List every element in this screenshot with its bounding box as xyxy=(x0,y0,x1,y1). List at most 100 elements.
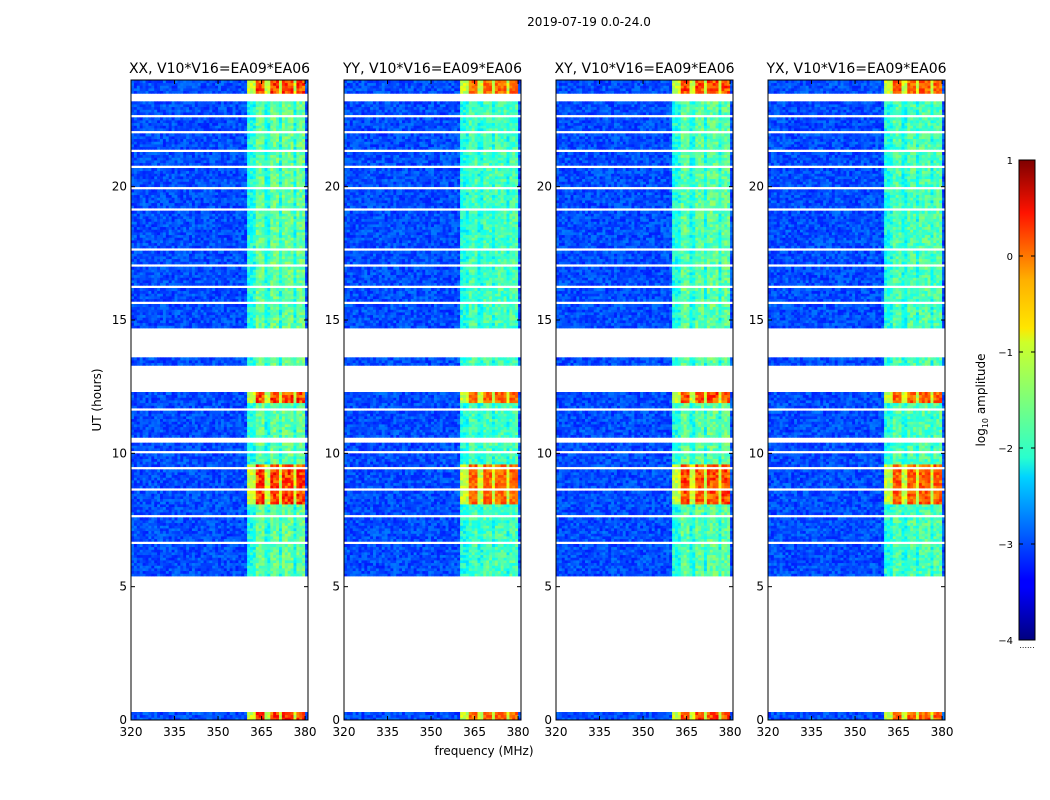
heatmap-cell xyxy=(259,565,262,568)
heatmap-cell xyxy=(299,549,302,552)
heatmap-cell xyxy=(247,539,250,542)
heatmap-cell xyxy=(172,712,175,715)
heatmap-cell xyxy=(206,547,209,550)
heatmap-cell xyxy=(169,712,172,715)
heatmap-cell xyxy=(262,563,265,566)
heatmap-cell xyxy=(201,547,204,550)
heatmap-cell xyxy=(143,715,146,718)
heatmap-cell xyxy=(264,536,267,539)
heatmap-cell xyxy=(146,533,149,536)
heatmap-cell xyxy=(148,573,151,576)
heatmap-cell xyxy=(209,571,212,574)
heatmap-cell xyxy=(238,552,241,555)
heatmap-cell xyxy=(256,547,259,550)
heatmap-cell xyxy=(221,533,224,536)
heatmap-cell xyxy=(247,573,250,576)
heatmap-cell xyxy=(224,568,227,571)
heatmap-cell xyxy=(160,544,163,547)
heatmap-cell xyxy=(195,552,198,555)
heatmap-cell xyxy=(154,533,157,536)
heatmap-cell xyxy=(175,533,178,536)
heatmap-cell xyxy=(206,573,209,576)
heatmap-cell xyxy=(224,533,227,536)
heatmap-cell xyxy=(293,536,296,539)
heatmap-cell xyxy=(177,568,180,571)
heatmap-cell xyxy=(140,544,143,547)
heatmap-cell xyxy=(151,555,154,558)
heatmap-cell xyxy=(279,552,282,555)
heatmap-cell xyxy=(201,557,204,560)
heatmap-cell xyxy=(166,533,169,536)
chart-figure: 2019-07-19 0.0-24.0 XX, V10*V16=EA09*EA0… xyxy=(0,0,1050,800)
heatmap-cell xyxy=(212,536,215,539)
heatmap-cell xyxy=(276,549,279,552)
heatmap-cell xyxy=(221,571,224,574)
heatmap-cell xyxy=(259,547,262,550)
heatmap-cell xyxy=(186,560,189,563)
heatmap-cell xyxy=(279,715,282,718)
heatmap-cell xyxy=(282,539,285,542)
heatmap-cell xyxy=(273,536,276,539)
heatmap-cell xyxy=(192,560,195,563)
heatmap-cell xyxy=(273,565,276,568)
heatmap-cell xyxy=(166,571,169,574)
heatmap-cell xyxy=(241,573,244,576)
heatmap-cell xyxy=(233,549,236,552)
heatmap-cell xyxy=(233,536,236,539)
heatmap-cell xyxy=(154,544,157,547)
heatmap-cell xyxy=(201,544,204,547)
heatmap-cell xyxy=(288,560,291,563)
heatmap-cell xyxy=(206,571,209,574)
heatmap-cell xyxy=(177,552,180,555)
heatmap-cell xyxy=(250,715,253,718)
heatmap-cell xyxy=(282,544,285,547)
heatmap-cell xyxy=(175,544,178,547)
heatmap-cell xyxy=(262,555,265,558)
heatmap-cell xyxy=(189,533,192,536)
heatmap-cell xyxy=(189,563,192,566)
heatmap-cell xyxy=(198,549,201,552)
heatmap-cell xyxy=(140,547,143,550)
heatmap-cell xyxy=(143,560,146,563)
heatmap-cell xyxy=(238,557,241,560)
heatmap-cell xyxy=(212,563,215,566)
heatmap-cell xyxy=(262,568,265,571)
heatmap-cell xyxy=(206,560,209,563)
heatmap-cell xyxy=(148,533,151,536)
heatmap-cell xyxy=(140,560,143,563)
heatmap-cell xyxy=(273,560,276,563)
heatmap-cell xyxy=(250,573,253,576)
heatmap-cell xyxy=(273,571,276,574)
heatmap-cell xyxy=(238,547,241,550)
heatmap-cell xyxy=(250,544,253,547)
heatmap-cell xyxy=(256,536,259,539)
heatmap-cell xyxy=(163,547,166,550)
heatmap-cell xyxy=(282,568,285,571)
heatmap-cell xyxy=(230,552,233,555)
heatmap-cell xyxy=(206,539,209,542)
heatmap-cell xyxy=(285,565,288,568)
heatmap-cell xyxy=(146,560,149,563)
heatmap-cell xyxy=(259,544,262,547)
heatmap-cell xyxy=(215,536,218,539)
heatmap-cell xyxy=(134,712,137,715)
heatmap-cell xyxy=(140,555,143,558)
heatmap-cell xyxy=(189,571,192,574)
heatmap-cell xyxy=(137,544,140,547)
heatmap-cell xyxy=(140,568,143,571)
heatmap-cell xyxy=(204,557,207,560)
heatmap-cell xyxy=(273,544,276,547)
heatmap-cell xyxy=(224,565,227,568)
heatmap-cell xyxy=(282,560,285,563)
heatmap-cell xyxy=(134,555,137,558)
heatmap-cell xyxy=(267,560,270,563)
heatmap-cell xyxy=(198,539,201,542)
heatmap-cell xyxy=(273,573,276,576)
heatmap-cell xyxy=(224,549,227,552)
heatmap-cell xyxy=(175,563,178,566)
heatmap-cell xyxy=(180,557,183,560)
heatmap-cell xyxy=(169,573,172,576)
heatmap-cell xyxy=(206,555,209,558)
heatmap-cell xyxy=(262,571,265,574)
heatmap-cell xyxy=(183,555,186,558)
